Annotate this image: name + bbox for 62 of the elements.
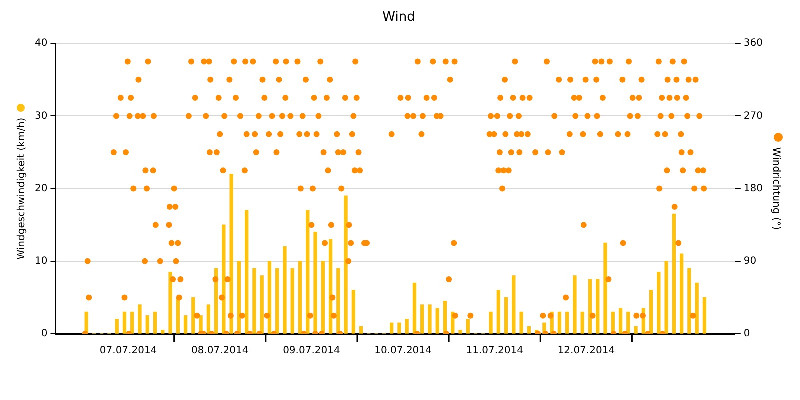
bar — [115, 319, 119, 334]
y-tick-label: 30 — [34, 110, 48, 122]
bar — [496, 290, 500, 334]
bar — [618, 308, 623, 334]
bar — [520, 312, 524, 334]
x-tick-label: 09.07.2014 — [283, 346, 340, 357]
y2-tick-label: 0 — [744, 328, 750, 340]
bar — [504, 297, 508, 334]
bar — [680, 254, 684, 334]
bar — [489, 312, 493, 334]
bar — [573, 276, 577, 334]
bar — [184, 316, 188, 334]
y2-tick-label: 360 — [744, 38, 764, 50]
y2-axis-title: Windrichtung (°) — [770, 147, 782, 230]
bar — [558, 312, 562, 334]
bar — [458, 330, 462, 334]
chart-title: Wind — [382, 10, 416, 26]
bar — [634, 326, 638, 334]
bar — [702, 297, 707, 334]
bar — [436, 308, 440, 334]
bar — [695, 282, 699, 334]
bar — [283, 246, 287, 334]
bar — [672, 214, 676, 334]
bar — [138, 304, 142, 334]
bar — [352, 290, 356, 334]
y-axis-title: Windgeschwindigkeit (km/h) — [16, 118, 28, 260]
bar — [580, 312, 584, 334]
x-tick-label: 12.07.2014 — [558, 346, 616, 357]
bar — [314, 232, 318, 334]
bar — [657, 272, 661, 334]
bar — [527, 326, 532, 334]
y-tick-label: 0 — [41, 328, 48, 340]
x-tick-label: 08.07.2014 — [191, 346, 249, 357]
bar — [428, 304, 432, 334]
bar — [359, 326, 364, 334]
bar — [161, 330, 165, 334]
bar — [420, 304, 424, 334]
bar — [596, 279, 600, 334]
bar — [688, 268, 692, 334]
bar — [298, 261, 302, 334]
bar — [290, 268, 294, 334]
bar — [512, 276, 516, 334]
bar — [146, 316, 150, 334]
x-tick-label: 11.07.2014 — [466, 346, 524, 357]
y2-tick-label: 270 — [744, 110, 764, 122]
y-tick-label: 20 — [34, 183, 48, 194]
bar — [244, 210, 249, 334]
y-tick-label: 40 — [34, 38, 48, 50]
bar — [398, 322, 402, 334]
x-tick-label: 10.07.2014 — [374, 346, 432, 357]
bar — [252, 268, 256, 334]
bar — [192, 297, 196, 334]
bar — [566, 312, 570, 334]
y2-tick-label: 180 — [744, 183, 764, 194]
y2-tick-label: 90 — [744, 256, 757, 267]
bar — [390, 322, 394, 334]
bar — [122, 312, 127, 334]
bar — [664, 261, 668, 334]
y-tick-label: 10 — [34, 256, 48, 267]
bar — [405, 319, 409, 334]
bar — [153, 312, 158, 334]
x-tick-label: 07.07.2014 — [100, 346, 158, 357]
